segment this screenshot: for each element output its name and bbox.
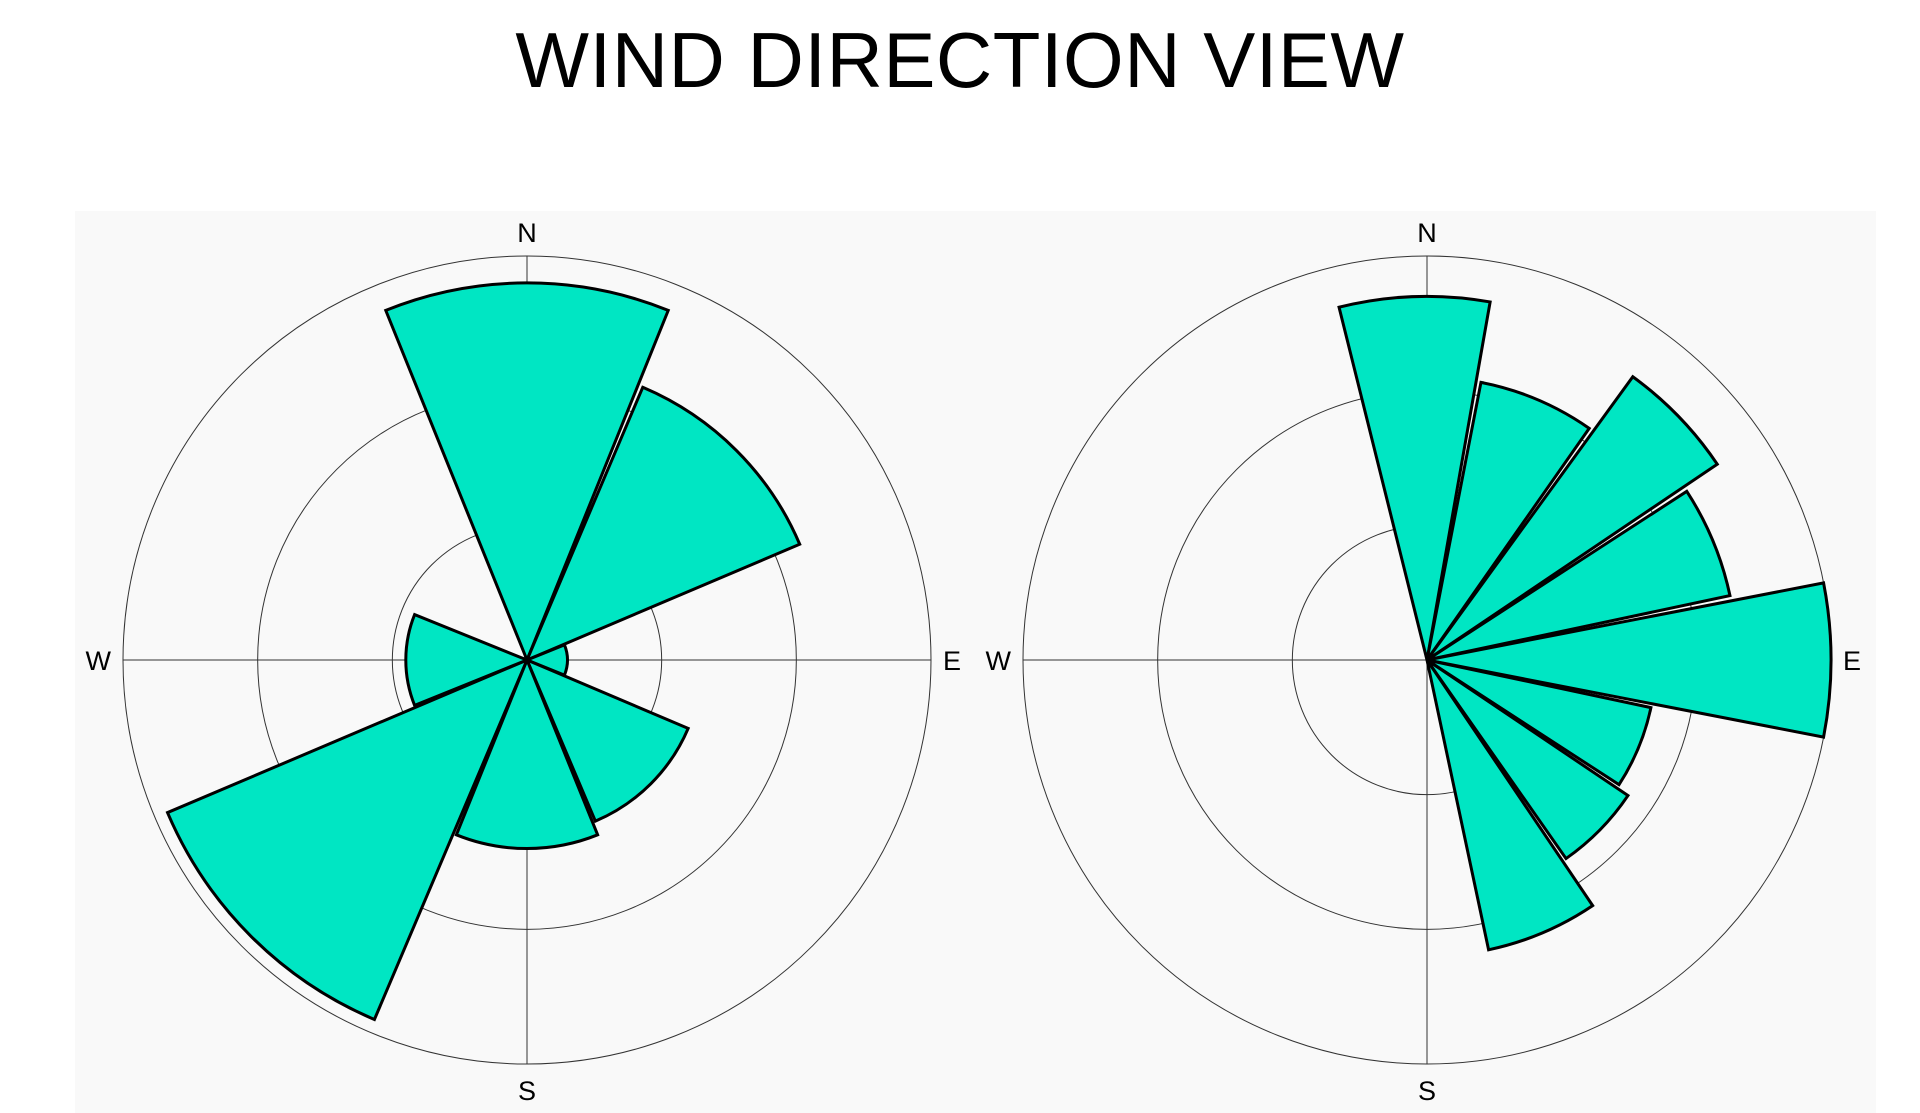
compass-label-s: S <box>518 1076 536 1106</box>
wind-sector-5 <box>165 657 530 1022</box>
wind-sector-7 <box>1425 659 1595 952</box>
wind-rose-right: N E S W <box>986 218 1862 1106</box>
wind-sector-0 <box>383 281 671 665</box>
wind-sector-6 <box>404 612 532 708</box>
wind-sector-1 <box>1425 380 1592 661</box>
wind-sector-4 <box>1426 581 1833 739</box>
compass-label-e: E <box>943 646 961 676</box>
wind-sector-4 <box>454 655 600 850</box>
compass-label-n: N <box>1417 218 1437 248</box>
wind-sector-6 <box>1425 658 1631 861</box>
wind-sector-5 <box>1426 658 1653 787</box>
page-title: WIND DIRECTION VIEW <box>515 16 1405 104</box>
compass-label-s: S <box>1418 1076 1436 1106</box>
wind-sector-2 <box>1425 374 1720 662</box>
compass-label-w: W <box>986 646 1012 676</box>
wind-sector-3 <box>524 657 691 824</box>
wind-sector-1 <box>524 385 802 663</box>
wind-rose-left: N E S W <box>86 218 962 1106</box>
wind-sector-3 <box>1426 489 1732 662</box>
compass-label-e: E <box>1843 646 1861 676</box>
wind-sector-0 <box>1337 294 1492 661</box>
compass-label-w: W <box>86 646 112 676</box>
compass-label-n: N <box>517 218 537 248</box>
